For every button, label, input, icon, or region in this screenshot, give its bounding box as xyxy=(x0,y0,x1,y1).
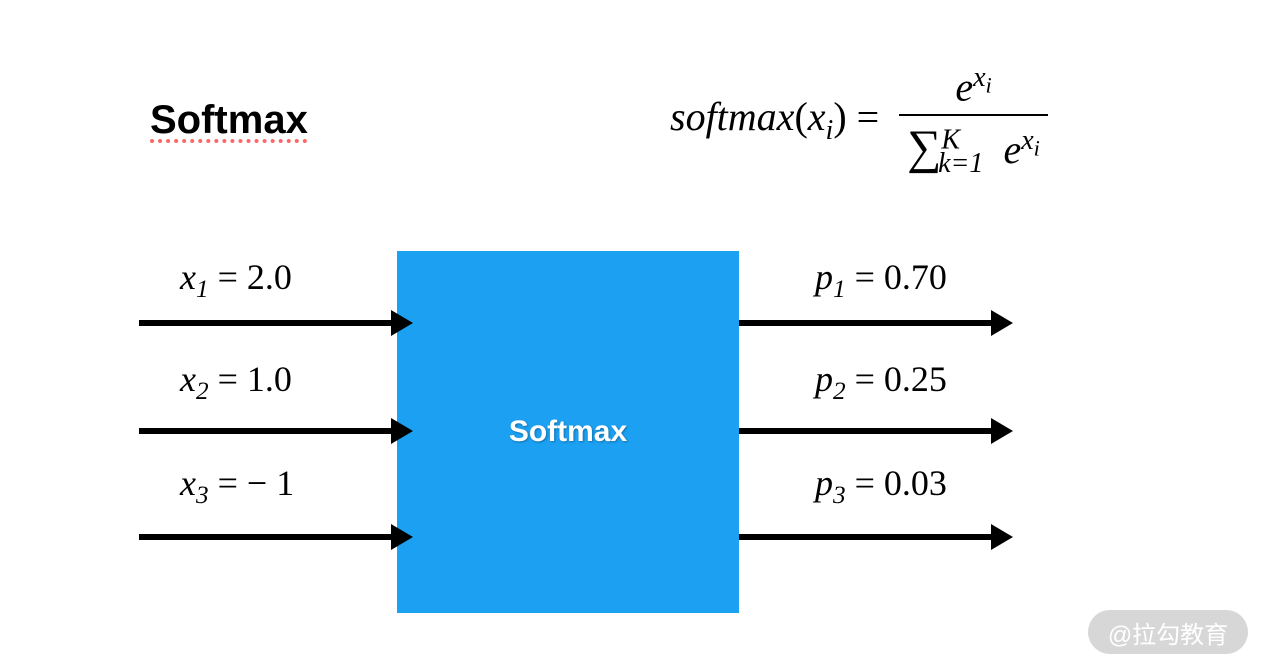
sigma-lower: k=1 xyxy=(938,148,983,179)
softmax-formula: softmax(xi) = exi ∑Kk=1 exi xyxy=(670,62,1048,180)
input-label-3: x3 = − 1 xyxy=(180,462,294,510)
formula-fraction: exi ∑Kk=1 exi xyxy=(899,62,1048,180)
output-arrow-1 xyxy=(739,320,997,326)
sigma-symbol: ∑ xyxy=(907,121,941,174)
watermark-text: @拉勾教育 xyxy=(1108,615,1228,650)
input-arrow-2 xyxy=(139,428,397,434)
softmax-block-label: Softmax xyxy=(509,415,627,449)
formula-den-base: e xyxy=(1003,127,1021,172)
watermark-badge: @拉勾教育 xyxy=(1088,610,1248,654)
output-label-2: p2 = 0.25 xyxy=(815,358,947,406)
formula-fn-name: softmax xyxy=(670,94,794,139)
output-arrow-2 xyxy=(739,428,997,434)
formula-equals: = xyxy=(857,94,890,139)
formula-arg-var: x xyxy=(808,94,826,139)
formula-num-base: e xyxy=(955,64,973,109)
formula-num-exp: xi xyxy=(973,62,992,93)
formula-denominator: ∑Kk=1 exi xyxy=(899,114,1048,180)
softmax-block: Softmax xyxy=(397,251,739,613)
page-title: Softmax xyxy=(150,98,308,143)
input-arrow-1 xyxy=(139,320,397,326)
formula-den-exp: xi xyxy=(1021,125,1040,156)
output-arrow-3 xyxy=(739,534,997,540)
output-label-3: p3 = 0.03 xyxy=(815,462,947,510)
formula-lhs: softmax(xi) xyxy=(670,94,857,139)
formula-numerator: exi xyxy=(899,62,1048,114)
input-label-2: x2 = 1.0 xyxy=(180,358,292,406)
output-label-1: p1 = 0.70 xyxy=(815,256,947,304)
input-label-1: x1 = 2.0 xyxy=(180,256,292,304)
input-arrow-3 xyxy=(139,534,397,540)
